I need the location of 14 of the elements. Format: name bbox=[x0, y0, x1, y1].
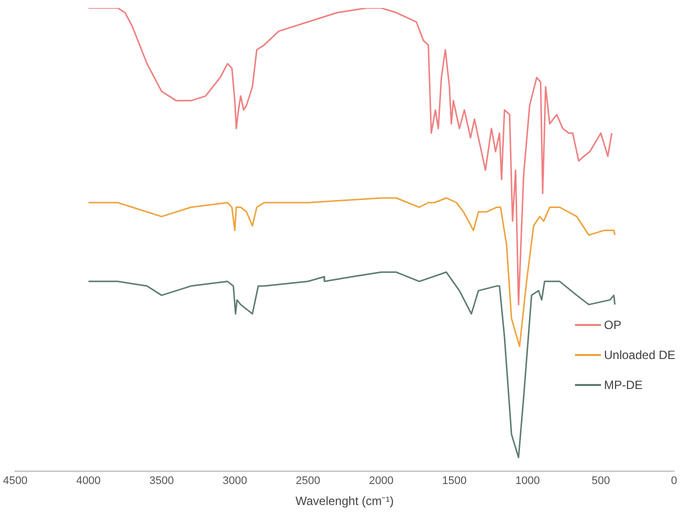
x-tick-label: 4500 bbox=[2, 475, 28, 488]
x-tick-label: 4000 bbox=[76, 475, 101, 488]
x-tick-label: 1000 bbox=[515, 475, 540, 488]
legend-label: Unloaded DE bbox=[604, 348, 676, 362]
x-tick-label: 3500 bbox=[149, 475, 174, 488]
x-tick-label: 1500 bbox=[442, 475, 467, 488]
x-tick-label: 3000 bbox=[222, 475, 248, 488]
x-tick-label: 0 bbox=[670, 475, 678, 488]
x-tick-label: 2000 bbox=[368, 475, 394, 488]
x-tick-label: 2500 bbox=[296, 475, 320, 488]
x-tick-label: 500 bbox=[592, 475, 610, 488]
legend-label: MP-DE bbox=[604, 378, 643, 392]
legend-label: OP bbox=[604, 318, 622, 332]
x-axis-title: Wavelenght (cm⁻¹) bbox=[295, 494, 394, 508]
